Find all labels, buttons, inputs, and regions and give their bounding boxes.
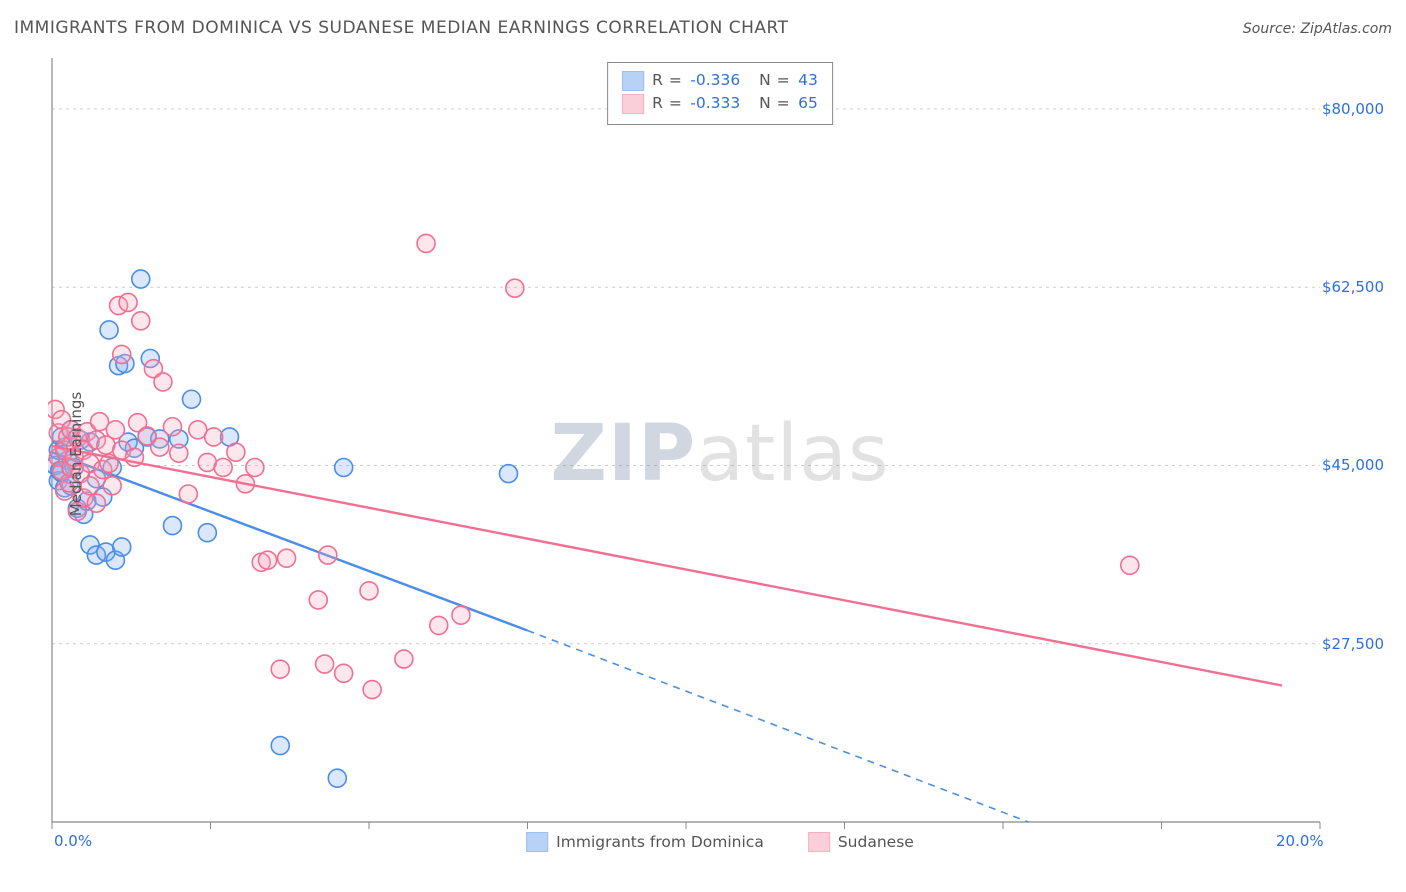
r-label: R = xyxy=(652,69,682,92)
scatter-point xyxy=(113,538,131,556)
scatter-point xyxy=(163,517,181,535)
scatter-point xyxy=(335,459,353,477)
scatter-point xyxy=(100,321,118,339)
series-legend: Immigrants from Dominica Sudanese xyxy=(526,832,914,852)
n-label: N = xyxy=(748,69,790,92)
x-tick-label: 0.0% xyxy=(54,832,92,850)
scatter-point xyxy=(198,524,216,542)
scatter-point xyxy=(430,616,448,634)
scatter-point xyxy=(360,582,378,600)
correlation-row-sudanese: R = -0.333 N = 65 xyxy=(622,92,818,115)
scatter-point xyxy=(106,421,124,439)
scatter-point xyxy=(132,270,150,288)
swatch-dominica xyxy=(526,832,548,852)
r-label: R = xyxy=(652,92,682,115)
scatter-point xyxy=(259,551,277,569)
y-tick-label: $27,500 xyxy=(1322,635,1384,653)
scatter-point xyxy=(395,650,413,668)
y-axis-label: Median Earnings xyxy=(67,392,85,516)
scatter-point xyxy=(246,459,264,477)
scatter-point xyxy=(271,737,289,755)
scatter-point xyxy=(309,591,327,609)
scatter-point xyxy=(319,546,337,564)
scatter-point xyxy=(182,390,200,408)
legend-item-dominica: Immigrants from Dominica xyxy=(526,832,764,852)
legend-label-dominica: Immigrants from Dominica xyxy=(556,833,764,851)
scatter-point xyxy=(506,279,524,297)
n-value-sudanese: 65 xyxy=(798,92,818,115)
swatch-sudanese xyxy=(808,832,830,852)
scatter-point xyxy=(452,606,470,624)
r-value-dominica: -0.336 xyxy=(690,69,740,92)
scatter-point xyxy=(417,234,435,252)
scatter-point xyxy=(278,549,296,567)
scatter-point xyxy=(1121,556,1139,574)
scatter-point xyxy=(154,373,172,391)
scatter-point xyxy=(328,769,346,787)
n-label: N = xyxy=(748,92,790,115)
scatter-point xyxy=(87,494,105,512)
scatter-point xyxy=(214,459,232,477)
scatter-point xyxy=(335,664,353,682)
swatch-dominica xyxy=(622,71,644,91)
scatter-point xyxy=(499,465,517,483)
n-value-dominica: 43 xyxy=(798,69,818,92)
chart-source: Source: ZipAtlas.com xyxy=(1243,21,1392,37)
scatter-point xyxy=(363,681,381,699)
scatter-point xyxy=(316,655,334,673)
scatter-point xyxy=(179,485,197,503)
x-tick-label: 20.0% xyxy=(1276,832,1324,850)
y-tick-label: $45,000 xyxy=(1322,456,1384,474)
correlation-row-dominica: R = -0.336 N = 43 xyxy=(622,69,818,92)
scatter-point xyxy=(132,312,150,330)
scatter-point xyxy=(113,345,131,363)
swatch-sudanese xyxy=(622,94,644,114)
regression-line xyxy=(52,446,1282,685)
y-tick-label: $62,500 xyxy=(1322,278,1384,296)
scatter-point xyxy=(271,660,289,678)
chart-title: IMMIGRANTS FROM DOMINICA VS SUDANESE MED… xyxy=(14,18,788,38)
scatter-point xyxy=(103,477,121,495)
correlation-legend: R = -0.336 N = 43 R = -0.333 N = 65 xyxy=(607,62,833,125)
scatter-point xyxy=(151,438,169,456)
chart-container: ZIPatlas Median Earnings R = -0.336 N = … xyxy=(48,58,1392,850)
r-value-sudanese: -0.333 xyxy=(690,92,740,115)
scatter-point xyxy=(170,444,188,462)
regression-line-dashed xyxy=(528,630,1029,822)
scatter-point xyxy=(119,293,137,311)
legend-item-sudanese: Sudanese xyxy=(808,832,914,852)
chart-svg xyxy=(48,58,1392,850)
y-tick-label: $80,000 xyxy=(1322,100,1384,118)
scatter-point xyxy=(163,418,181,436)
legend-label-sudanese: Sudanese xyxy=(838,833,914,851)
scatter-point xyxy=(227,443,245,461)
scatter-point xyxy=(205,428,223,446)
